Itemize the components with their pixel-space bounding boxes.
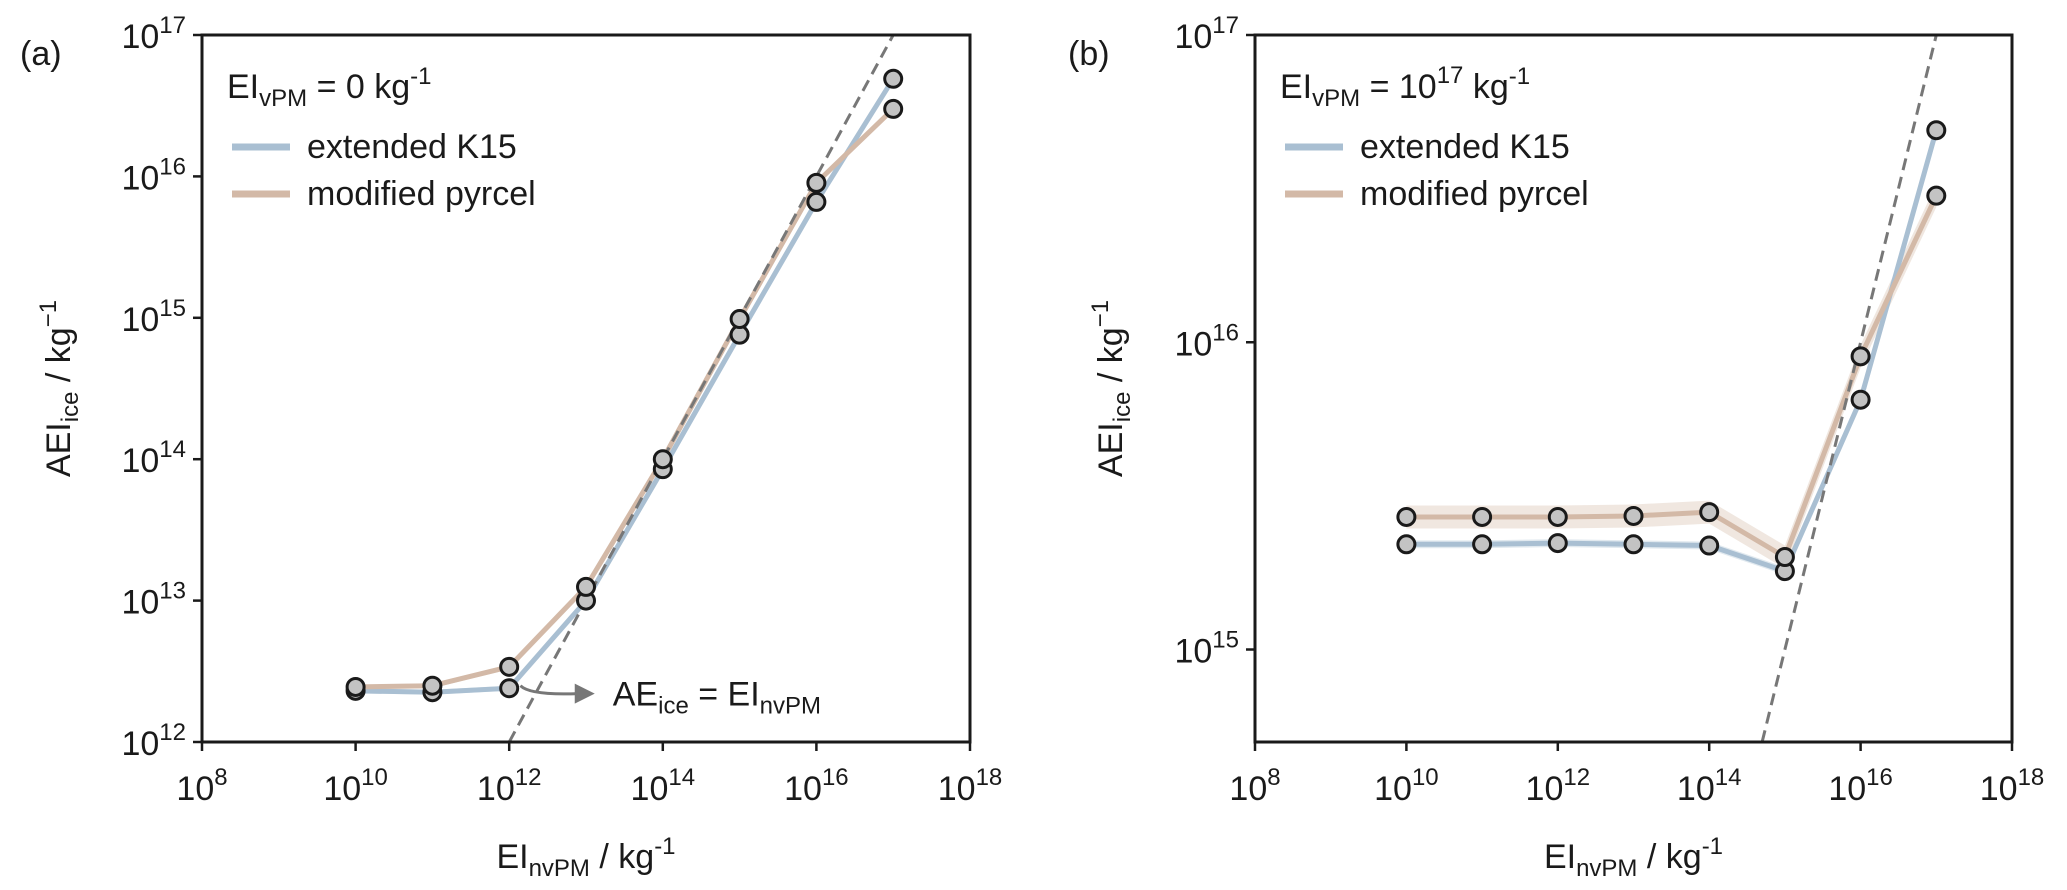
reference-line <box>507 35 895 742</box>
data-point-extended-k15 <box>1850 389 1871 410</box>
legend-label-extended-k15: extended K15 <box>1360 128 1570 166</box>
series-line-modified-pyrcel <box>355 107 895 690</box>
legend-label-extended-k15: extended K15 <box>307 128 517 166</box>
data-point-modified-pyrcel <box>345 676 366 697</box>
y-tick-label: 1013 <box>121 578 186 622</box>
data-point-modified-pyrcel <box>652 449 673 470</box>
arrow-label: AEice = EInvPM <box>613 676 821 720</box>
chart-panel-b: 108 1010 1012 1014 1016 1018 1015 1016 1017 EInvP… <box>1068 12 2044 882</box>
data-point-modified-pyrcel <box>1547 506 1568 527</box>
data-point-modified-pyrcel <box>422 675 443 696</box>
legend-label-modified-pyrcel: modified pyrcel <box>1360 175 1589 213</box>
data-point-modified-pyrcel <box>1699 502 1720 523</box>
chart-panel-a: 108 1010 1012 1014 1016 1018 1012 1013 1014 1015 1… <box>20 12 1002 882</box>
data-point-extended-k15 <box>1926 120 1947 141</box>
data-point-modified-pyrcel <box>1774 547 1795 568</box>
data-point-modified-pyrcel <box>806 172 827 193</box>
series-line-extended-k15 <box>1406 129 1939 574</box>
y-axis-label: AEIice / kg−1 <box>1087 300 1136 477</box>
x-axis-label: EInvPM / kg-1 <box>1544 833 1723 882</box>
data-point-modified-pyrcel <box>1472 506 1493 527</box>
x-tick-label: 1012 <box>477 764 542 808</box>
y-tick-label: 1015 <box>121 295 186 339</box>
reference-line <box>1760 35 1938 742</box>
x-tick-label: 1016 <box>784 764 849 808</box>
annotation-arrow <box>519 684 579 696</box>
data-point-modified-pyrcel <box>729 309 750 330</box>
x-tick-label: 1018 <box>938 764 1003 808</box>
panel-label: (b) <box>1068 35 1110 73</box>
data-point-modified-pyrcel <box>576 576 596 597</box>
x-tick-label: 1010 <box>1374 764 1439 808</box>
y-tick-label: 1015 <box>1174 627 1239 671</box>
y-tick-label: 1017 <box>121 12 186 56</box>
data-point-extended-k15 <box>1547 533 1568 554</box>
x-axis-label: EInvPM / kg-1 <box>496 833 675 882</box>
y-tick-label: 1012 <box>121 719 186 763</box>
data-point-extended-k15 <box>499 678 520 699</box>
x-tick-label: 108 <box>176 764 227 808</box>
x-tick-label: 1014 <box>1677 764 1742 808</box>
data-point-extended-k15 <box>1699 535 1720 556</box>
data-point-extended-k15 <box>1623 534 1644 555</box>
data-point-extended-k15 <box>883 68 904 89</box>
y-tick-label: 1016 <box>1174 319 1239 363</box>
x-tick-label: 1010 <box>323 764 388 808</box>
x-tick-label: 1014 <box>631 764 696 808</box>
panel-label: (a) <box>20 35 62 73</box>
y-axis-label: AEIice / kg−1 <box>35 300 84 477</box>
data-point-extended-k15 <box>1472 534 1493 555</box>
data-point-modified-pyrcel <box>1850 346 1871 367</box>
data-point-modified-pyrcel <box>1396 506 1417 527</box>
axes-frame <box>200 33 972 744</box>
data-point-modified-pyrcel <box>883 98 904 119</box>
axes-frame <box>1253 33 2014 744</box>
x-tick-label: 1016 <box>1828 764 1893 808</box>
data-point-modified-pyrcel <box>499 656 520 677</box>
data-point-extended-k15 <box>806 191 827 212</box>
arrow-head-icon <box>574 683 595 704</box>
data-point-modified-pyrcel <box>1623 505 1644 526</box>
data-point-extended-k15 <box>1396 534 1417 555</box>
x-tick-label: 1018 <box>1980 764 2045 808</box>
uncertainty-band-extended-k15 <box>355 76 894 695</box>
y-tick-label: 1017 <box>1174 12 1239 56</box>
vpm-annotation: EIvPM = 1017 kg-1 <box>1280 62 1530 112</box>
x-tick-label: 108 <box>1229 764 1280 808</box>
series-line-extended-k15 <box>355 77 896 695</box>
x-tick-label: 1012 <box>1526 764 1591 808</box>
plot-area <box>345 35 904 742</box>
data-point-modified-pyrcel <box>1926 185 1947 206</box>
legend-label-modified-pyrcel: modified pyrcel <box>307 175 536 213</box>
plot-area <box>1396 35 1947 742</box>
vpm-annotation: EIvPM = 0 kg-1 <box>227 63 431 112</box>
y-tick-label: 1014 <box>121 436 186 480</box>
y-tick-label: 1016 <box>121 153 186 197</box>
